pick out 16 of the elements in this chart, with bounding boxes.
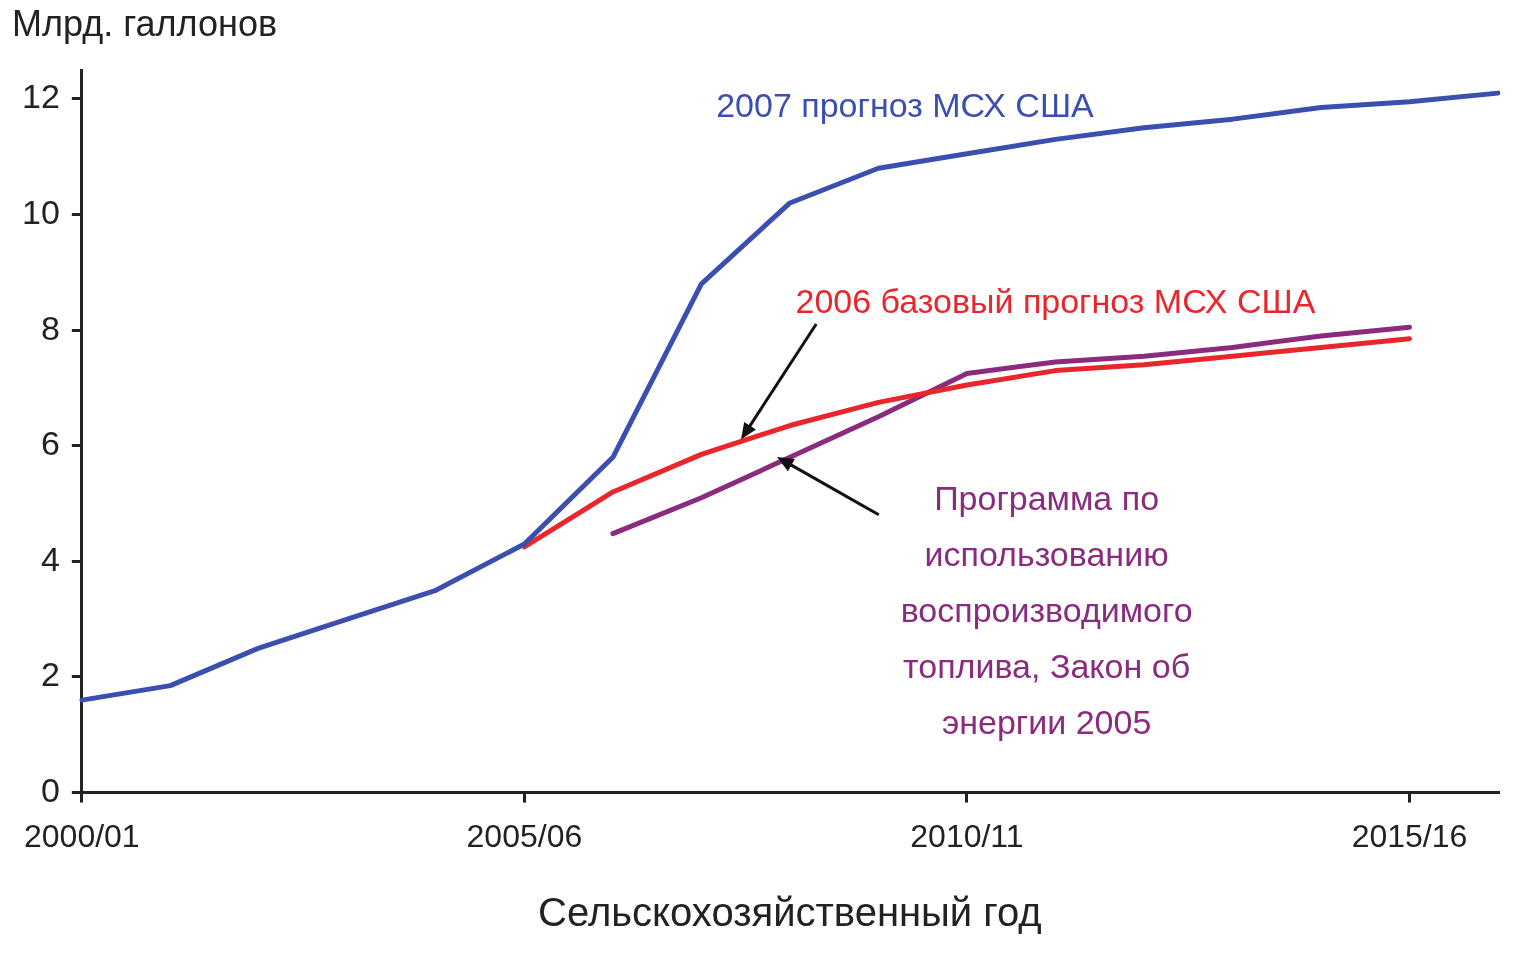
y-tick-label: 6 bbox=[40, 424, 60, 463]
y-tick-label: 10 bbox=[21, 192, 60, 231]
series-label: 2007 прогноз МСХ США bbox=[716, 85, 1095, 124]
y-tick-label: 4 bbox=[40, 539, 60, 578]
x-tick-label: 2000/01 bbox=[23, 817, 140, 854]
y-tick-label: 2 bbox=[40, 655, 60, 694]
x-tick-label: 2005/06 bbox=[466, 817, 583, 854]
y-tick-label: 8 bbox=[40, 308, 60, 347]
series-label: 2006 базовый прогноз МСХ США bbox=[795, 282, 1316, 321]
x-tick-label: 2010/11 bbox=[910, 817, 1024, 854]
y-tick-label: 12 bbox=[21, 77, 60, 116]
x-tick-label: 2015/16 bbox=[1351, 817, 1468, 854]
series-label: Программа по использованию воспроизводимого топлива, Закон об энергии 2005 bbox=[900, 478, 1193, 741]
y-axis-title: Млрд. галлонов bbox=[12, 2, 278, 44]
y-tick-label: 0 bbox=[40, 770, 60, 809]
x-axis-title: Сельскохозяйственный год bbox=[538, 890, 1042, 935]
